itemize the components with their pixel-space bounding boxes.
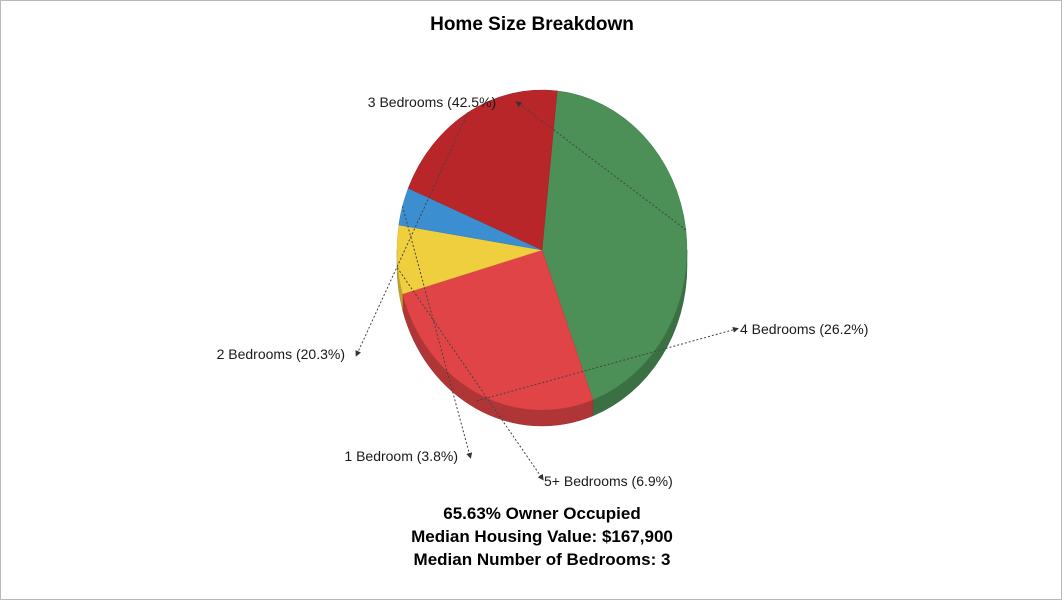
median-value-text: Median Housing Value: $167,900 xyxy=(411,527,673,546)
owner-occupied-text: 65.63% Owner Occupied xyxy=(443,504,641,523)
leader-line-1-bedroom xyxy=(402,206,473,459)
slice-label-3-bedrooms: 3 Bedrooms (42.5%) xyxy=(368,94,496,110)
pie-slice-2-bedrooms xyxy=(407,89,558,251)
slice-label-5-bedrooms: 5+ Bedrooms (6.9%) xyxy=(544,473,673,489)
leader-line-5-bedrooms xyxy=(396,267,544,481)
leader-line-3-bedrooms xyxy=(515,101,687,231)
leader-line-4-bedrooms xyxy=(476,326,739,402)
leader-line-2-bedrooms xyxy=(355,112,469,357)
pie-chart: 3 Bedrooms (42.5%) 4 Bedrooms (26.2%) 5+ B… xyxy=(217,89,868,489)
chart-title: Home Size Breakdown xyxy=(430,14,634,35)
pie-slice-4-bedrooms xyxy=(402,249,594,411)
median-bedrooms-text: Median Number of Bedrooms: 3 xyxy=(413,550,671,569)
slice-label-4-bedrooms: 4 Bedrooms (26.2%) xyxy=(740,321,868,337)
slice-label-1-bedroom: 1 Bedroom (3.8%) xyxy=(344,448,458,464)
summary-stats: 65.63% Owner Occupied Median Housing Val… xyxy=(0,502,1064,571)
slice-label-2-bedrooms: 2 Bedrooms (20.3%) xyxy=(217,346,345,362)
